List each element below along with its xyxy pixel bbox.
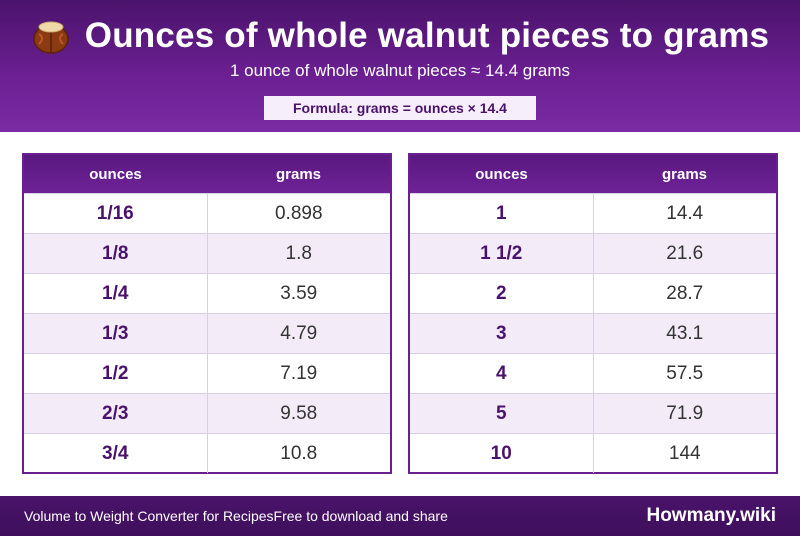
ounces-cell: 5	[410, 394, 594, 433]
table-row: 4 57.5	[410, 353, 776, 393]
grams-cell: 71.9	[666, 402, 704, 424]
table-row: 1 1/2 21.6	[410, 233, 776, 273]
ounces-cell: 1 1/2	[410, 234, 594, 273]
column-header-grams: grams	[275, 165, 322, 183]
grams-cell: 28.7	[666, 282, 704, 304]
table-row: 3/4 10.8	[24, 433, 390, 473]
grams-cell: 144	[668, 442, 701, 464]
grams-cell: 21.6	[666, 242, 704, 264]
grams-cell: 57.5	[666, 362, 704, 384]
footer-text: Volume to Weight Converter for Recipes Fr…	[24, 496, 448, 536]
subtitle: 1 ounce of whole walnut pieces ≈ 14.4 gr…	[229, 61, 571, 80]
grams-cell: 1.8	[285, 242, 312, 264]
ounces-cell: 3	[410, 314, 594, 353]
table-row: 2 28.7	[410, 273, 776, 313]
grams-cell: 14.4	[666, 202, 704, 224]
table-row: 1/16 0.898	[24, 193, 390, 233]
table-row: 1/4 3.59	[24, 273, 390, 313]
table-row: 1/8 1.8	[24, 233, 390, 273]
footer-share-text: Free to download and share	[273, 508, 448, 524]
table-row: 2/3 9.58	[24, 393, 390, 433]
grams-cell: 10.8	[280, 442, 318, 464]
grams-cell: 4.79	[280, 322, 318, 344]
column-header-ounces: ounces	[475, 165, 528, 183]
table-row: 1/2 7.19	[24, 353, 390, 393]
ounces-cell: 1/3	[24, 314, 208, 353]
ounces-cell: 1/8	[24, 234, 208, 273]
ounces-cell: 4	[410, 354, 594, 393]
ounces-cell: 2	[410, 274, 594, 313]
grams-cell: 3.59	[280, 282, 318, 304]
grams-cell: 43.1	[666, 322, 704, 344]
ounces-cell: 1	[410, 194, 594, 233]
walnut-icon	[31, 16, 71, 56]
ounces-cell: 1/16	[24, 194, 208, 233]
header-banner: Ounces of whole walnut pieces to grams 1…	[0, 0, 800, 132]
grams-cell: 0.898	[274, 202, 323, 224]
brand-logo: Howmany.wiki	[646, 505, 776, 526]
table-header: ounces grams	[24, 155, 390, 193]
grams-cell: 7.19	[280, 362, 318, 384]
ounces-cell: 3/4	[24, 434, 208, 473]
conversion-table-right: ounces grams 1 14.4 1 1/2 21.6 2 28.7 3 …	[408, 153, 778, 474]
grams-cell: 9.58	[280, 402, 318, 424]
page-title: Ounces of whole walnut pieces to grams	[84, 16, 770, 55]
footer-bar: Volume to Weight Converter for Recipes Fr…	[0, 496, 800, 536]
title-row: Ounces of whole walnut pieces to grams	[0, 12, 800, 60]
table-row: 1 14.4	[410, 193, 776, 233]
column-header-grams: grams	[661, 165, 708, 183]
table-row: 10 144	[410, 433, 776, 473]
table-header: ounces grams	[410, 155, 776, 193]
formula-badge: Formula: grams = ounces × 14.4	[264, 96, 536, 120]
ounces-cell: 10	[410, 434, 594, 473]
ounces-cell: 1/2	[24, 354, 208, 393]
conversion-table-left: ounces grams 1/16 0.898 1/8 1.8 1/4 3.59…	[22, 153, 392, 474]
column-header-ounces: ounces	[89, 165, 142, 183]
table-row: 1/3 4.79	[24, 313, 390, 353]
ounces-cell: 2/3	[24, 394, 208, 433]
footer-converter-text: Volume to Weight Converter for Recipes	[24, 508, 274, 524]
ounces-cell: 1/4	[24, 274, 208, 313]
table-row: 3 43.1	[410, 313, 776, 353]
table-row: 5 71.9	[410, 393, 776, 433]
